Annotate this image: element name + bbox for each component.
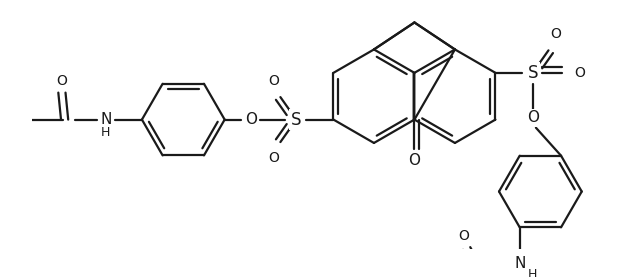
Text: H: H bbox=[527, 268, 537, 277]
Text: O: O bbox=[458, 229, 469, 243]
Text: S: S bbox=[291, 111, 301, 129]
Text: O: O bbox=[408, 153, 420, 168]
Text: O: O bbox=[56, 74, 67, 88]
Text: S: S bbox=[528, 64, 538, 82]
Text: O: O bbox=[527, 110, 539, 125]
Text: O: O bbox=[268, 151, 278, 165]
Text: O: O bbox=[244, 112, 257, 127]
Text: O: O bbox=[575, 66, 586, 80]
Text: N: N bbox=[514, 256, 525, 271]
Text: O: O bbox=[268, 74, 278, 88]
Text: N: N bbox=[100, 112, 111, 127]
Text: O: O bbox=[550, 27, 561, 41]
Text: H: H bbox=[100, 126, 109, 139]
